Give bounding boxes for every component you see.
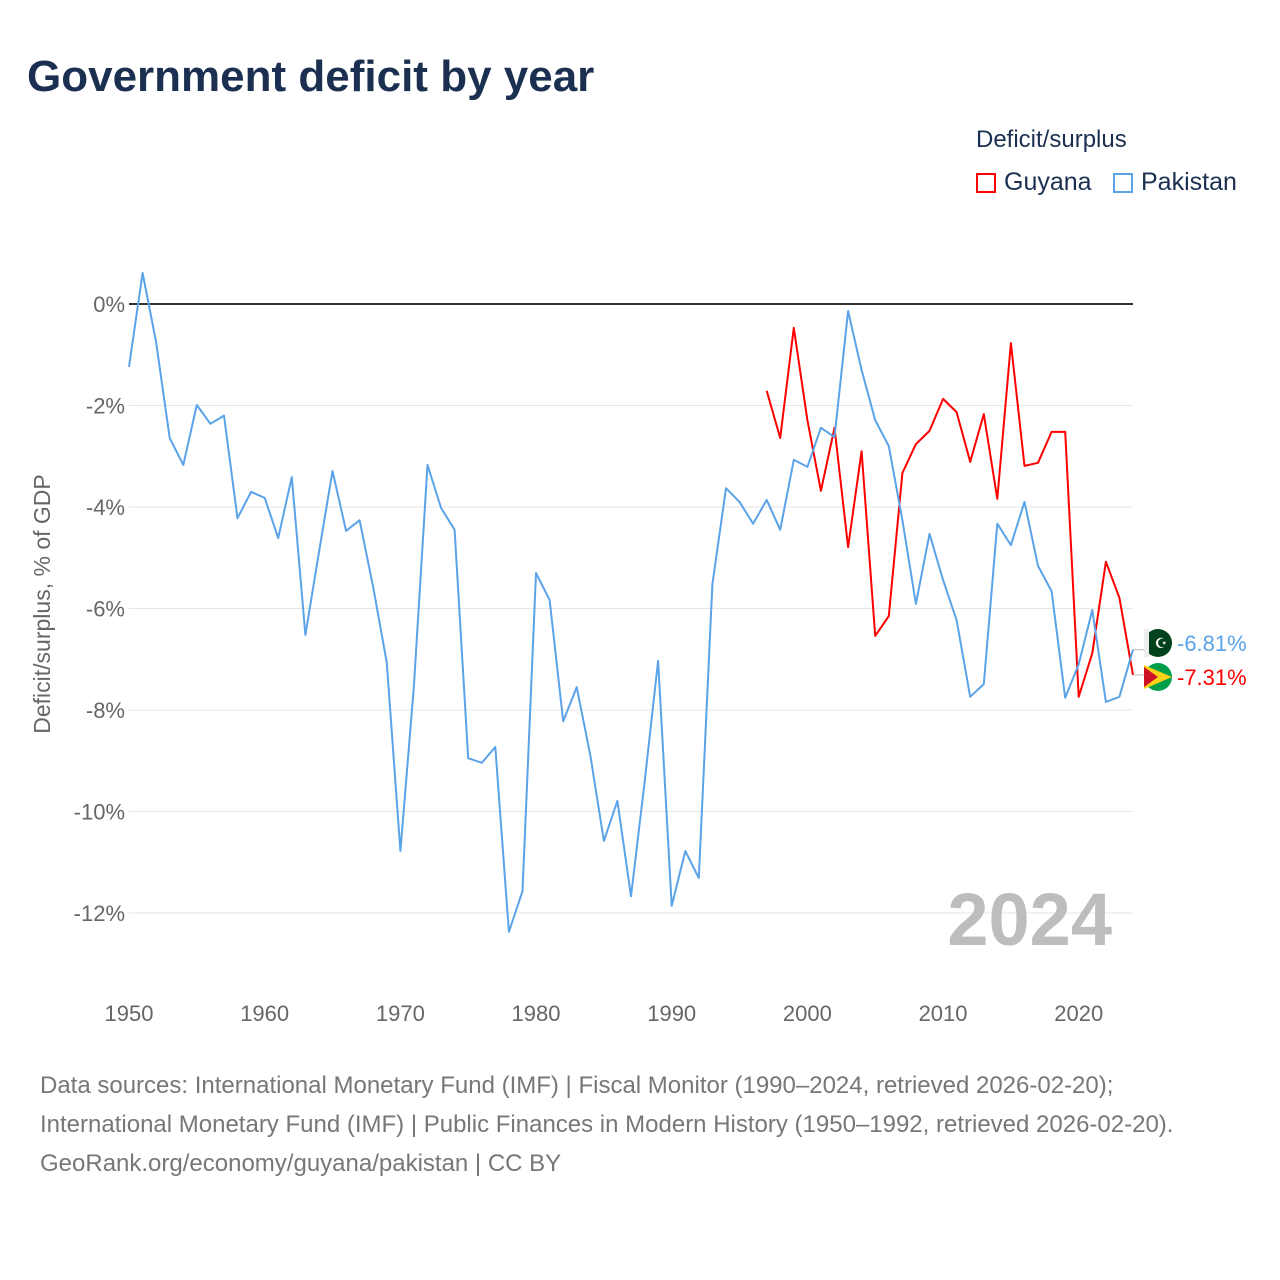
source-text: Data sources: International Monetary Fun… <box>40 1072 1174 1138</box>
year-watermark: 2024 <box>947 878 1112 961</box>
y-tick-label: -6% <box>86 597 125 622</box>
x-tick-label: 1990 <box>647 1001 696 1026</box>
x-tick-label: 2020 <box>1054 1001 1103 1026</box>
end-value-label-pakistan: -6.81% <box>1177 631 1247 656</box>
y-axis-label: Deficit/surplus, % of GDP <box>29 474 55 733</box>
legend-swatch-guyana <box>976 172 996 193</box>
legend-label-pakistan: Pakistan <box>1141 168 1237 196</box>
x-tick-label: 1950 <box>105 1001 154 1026</box>
pakistan-flag-icon <box>1144 629 1172 657</box>
legend-item-guyana[interactable]: Guyana <box>976 168 1092 197</box>
y-tick-label: -2% <box>86 394 125 419</box>
y-tick-label: -10% <box>74 800 125 825</box>
guyana-flag-red <box>1144 667 1158 687</box>
y-tick-label: -8% <box>86 698 125 723</box>
pakistan-flag-crescent: ☪ <box>1155 635 1168 651</box>
series-line-guyana <box>765 326 1134 698</box>
legend-title: Deficit/surplus <box>976 126 1127 153</box>
x-tick-label: 1970 <box>376 1001 425 1026</box>
y-tick-label: 0% <box>93 292 125 317</box>
legend-item-pakistan[interactable]: Pakistan <box>1113 168 1237 197</box>
y-tick-label: -4% <box>86 495 125 520</box>
y-tick-label: -12% <box>74 901 125 926</box>
attribution-link[interactable]: GeoRank.org/economy/guyana/pakistan | CC… <box>40 1150 562 1177</box>
x-tick-label: 1980 <box>512 1001 561 1026</box>
series-line-pakistan <box>128 272 1134 933</box>
chart-title: Government deficit by year <box>27 52 595 101</box>
x-tick-label: 2010 <box>919 1001 968 1026</box>
pakistan-flag-white <box>1144 629 1149 657</box>
legend-swatch-pakistan <box>1113 172 1133 193</box>
end-value-label-guyana: -7.31% <box>1177 665 1247 690</box>
x-tick-label: 2000 <box>783 1001 832 1026</box>
source-note: Data sources: International Monetary Fun… <box>40 1066 1240 1183</box>
x-tick-label: 1960 <box>240 1001 289 1026</box>
legend-label-guyana: Guyana <box>1004 168 1092 196</box>
